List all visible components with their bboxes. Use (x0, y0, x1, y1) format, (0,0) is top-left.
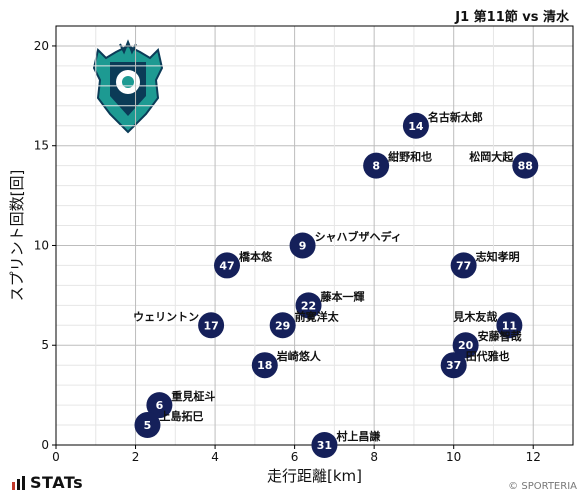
player-marker (134, 412, 161, 439)
player-point: 8 紺野和也 (363, 150, 432, 179)
player-number: 9 (299, 239, 307, 252)
player-marker (363, 152, 390, 179)
match-title: J1 第11節 vs 清水 (455, 10, 569, 25)
player-number: 18 (257, 359, 272, 372)
x-tick-label: 4 (211, 450, 219, 464)
player-name: 安藤智哉 (478, 329, 522, 343)
player-marker (450, 252, 477, 279)
x-axis-label: 走行距離[km] (267, 467, 362, 485)
player-number: 22 (301, 299, 316, 312)
x-tick-label: 10 (446, 450, 461, 464)
player-point: 5 上島拓巳 (134, 409, 203, 439)
player-marker (496, 312, 523, 339)
player-name: 村上昌謙 (336, 429, 380, 443)
player-number: 31 (317, 439, 332, 452)
y-tick-label: 15 (34, 139, 49, 153)
y-tick-label: 0 (41, 438, 49, 452)
player-number: 14 (408, 120, 424, 133)
player-marker (452, 332, 479, 359)
player-point: 14 名古新太郎 (402, 110, 483, 139)
player-point: 22 藤本一輝 (295, 289, 365, 319)
player-name: 上島拓巳 (159, 409, 203, 423)
player-name: 見木友哉 (452, 309, 497, 323)
x-tick-label: 2 (132, 450, 140, 464)
player-number: 17 (203, 319, 218, 332)
club-crest-logo (92, 39, 164, 134)
player-point: 88 松岡大起 (469, 150, 539, 179)
stats-brand-text: STATs (30, 473, 84, 492)
player-point: 6 重見柾斗 (146, 389, 215, 419)
player-marker (402, 112, 429, 139)
player-point: 17 ウェリントン (133, 310, 225, 339)
player-marker (251, 352, 278, 379)
player-marker (440, 352, 467, 379)
player-marker (512, 152, 539, 179)
player-marker (289, 232, 316, 259)
player-name: 藤本一輝 (321, 289, 365, 303)
player-marker (214, 252, 241, 279)
player-number: 8 (372, 160, 380, 173)
player-name: 志知孝明 (476, 249, 520, 263)
player-name: シャハブザヘディ (315, 229, 402, 243)
player-number: 6 (156, 399, 164, 412)
x-tick-label: 6 (291, 450, 299, 464)
y-axis-label: スプリント回数[回] (8, 170, 26, 302)
player-point: 9 シャハブザヘディ (289, 229, 402, 259)
player-number: 20 (458, 339, 474, 352)
player-number: 77 (456, 259, 471, 272)
y-tick-label: 20 (34, 39, 49, 53)
x-tick-label: 12 (526, 450, 541, 464)
stats-logo: STATs (12, 473, 83, 494)
player-marker (198, 312, 225, 339)
player-number: 47 (219, 259, 234, 272)
x-tick-label: 0 (52, 450, 60, 464)
player-point: 47 橋本悠 (214, 249, 273, 279)
player-number: 5 (144, 419, 152, 432)
stats-bar-icon (12, 475, 26, 494)
player-number: 37 (446, 359, 461, 372)
player-number: 11 (502, 319, 517, 332)
player-point: 29 前寛洋太 (269, 309, 340, 339)
y-tick-label: 10 (34, 238, 49, 252)
player-name: 田代雅也 (466, 349, 510, 363)
player-point: 20 安藤智哉 (452, 329, 522, 359)
player-name: ウェリントン (133, 310, 199, 323)
player-marker (269, 312, 296, 339)
player-marker (295, 292, 322, 319)
player-name: 松岡大起 (469, 150, 514, 164)
player-name: 名古新太郎 (428, 110, 483, 124)
player-name: 重見柾斗 (171, 389, 215, 403)
player-point: 18 岩崎悠人 (251, 349, 322, 379)
player-name: 前寛洋太 (295, 309, 340, 323)
x-tick-label: 8 (370, 450, 378, 464)
player-point: 37 田代雅也 (440, 349, 510, 379)
player-number: 29 (275, 319, 290, 332)
player-point: 31 村上昌謙 (311, 429, 380, 458)
player-point: 11 見木友哉 (452, 309, 523, 339)
y-tick-label: 5 (41, 338, 49, 352)
player-marker (311, 432, 338, 458)
player-name: 紺野和也 (388, 150, 432, 164)
copyright-text: © SPORTERIA (508, 481, 577, 492)
player-name: 橋本悠 (239, 249, 273, 263)
player-point: 77 志知孝明 (450, 249, 520, 279)
player-number: 88 (518, 160, 533, 173)
player-marker (146, 392, 173, 419)
player-name: 岩崎悠人 (276, 349, 322, 363)
